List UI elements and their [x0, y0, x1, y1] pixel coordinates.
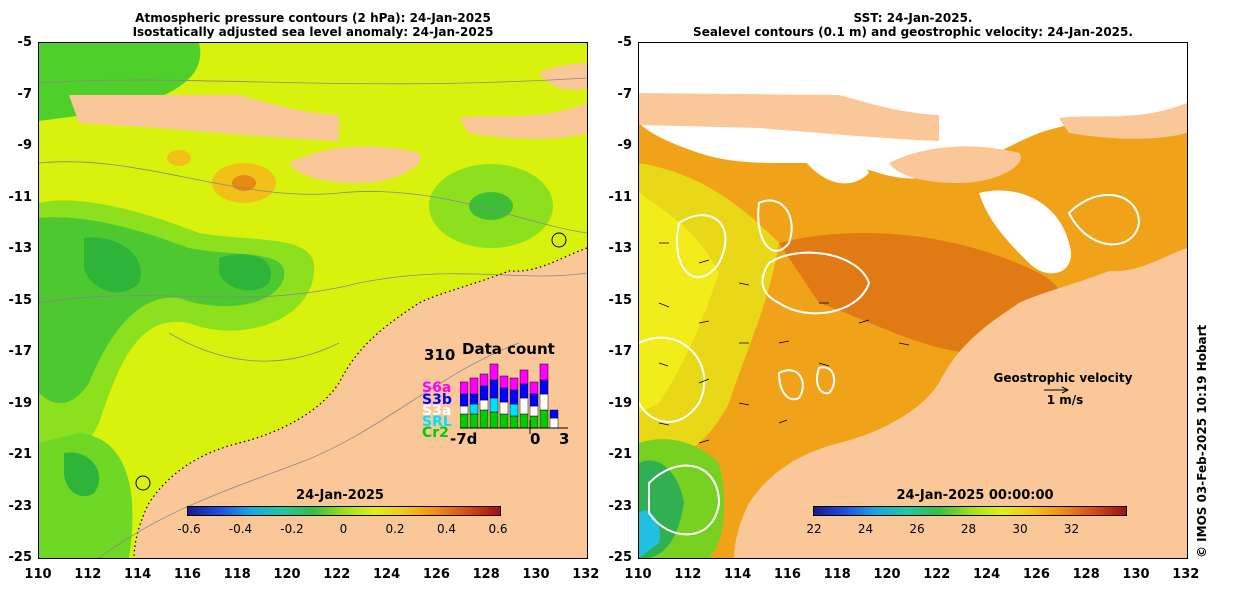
- right-xtick-2: 114: [724, 567, 752, 582]
- left-title-line1: Atmospheric pressure contours (2 hPa): 2…: [135, 11, 491, 25]
- right-xtick-9: 128: [1072, 567, 1100, 582]
- data-count-inset: 310 Data count S6a S3b S3a SRL Cr2 -7d 0…: [420, 340, 580, 450]
- left-title-line2: Isostatically adjusted sea level anomaly…: [132, 25, 494, 39]
- data-count-title: Data count: [462, 340, 555, 358]
- left-ytick-5: -15: [8, 292, 33, 308]
- right-colorbar: [813, 506, 1127, 516]
- left-ytick-2: -9: [17, 138, 32, 153]
- left-ytick-1: -7: [17, 86, 32, 102]
- left-ytick-8: -21: [8, 447, 33, 462]
- right-xtick-7: 124: [973, 567, 1001, 582]
- left-ytick-7: -19: [8, 395, 33, 411]
- left-xtick-0: 110: [24, 567, 52, 582]
- left-cbtick-6: 0.6: [488, 522, 508, 536]
- left-cbtick-1: -0.4: [228, 522, 253, 536]
- left-sla-map[interactable]: [38, 42, 588, 559]
- left-xtick-11: 132: [572, 567, 600, 582]
- left-xtick-6: 122: [323, 567, 351, 582]
- right-xtick-8: 126: [1022, 567, 1050, 582]
- right-xtick-6: 122: [923, 567, 951, 582]
- right-ytick-9: -23: [608, 498, 633, 514]
- data-count-xtick-start: -7d: [450, 430, 478, 448]
- right-xtick-0: 110: [624, 567, 652, 582]
- left-ytick-0: -5: [17, 35, 32, 50]
- left-xtick-4: 118: [223, 567, 251, 582]
- right-xtick-4: 118: [823, 567, 851, 582]
- left-cbtick-5: 0.4: [436, 522, 457, 536]
- right-ytick-0: -5: [617, 35, 632, 50]
- right-xtick-5: 120: [873, 567, 901, 582]
- left-xtick-9: 128: [472, 567, 500, 582]
- left-xtick-3: 116: [173, 567, 201, 582]
- left-xtick-2: 114: [124, 567, 152, 582]
- left-ytick-6: -17: [8, 344, 33, 359]
- data-count-xtick-zero: 0: [530, 430, 541, 448]
- right-title-line2: Sealevel contours (0.1 m) and geostrophi…: [693, 25, 1133, 39]
- left-xtick-5: 120: [273, 567, 301, 582]
- left-xtick-7: 124: [373, 567, 401, 582]
- right-title: SST: 24-Jan-2025. Sealevel contours (0.1…: [638, 11, 1188, 39]
- right-ytick-6: -17: [608, 344, 633, 359]
- geostrophic-scale: 1 m/s: [1046, 393, 1084, 407]
- left-xtick-10: 130: [522, 567, 550, 582]
- left-cbtick-2: -0.2: [280, 522, 304, 536]
- left-ytick-10: -25: [8, 550, 33, 565]
- left-title: Atmospheric pressure contours (2 hPa): 2…: [38, 11, 588, 39]
- right-ytick-3: -11: [608, 189, 633, 205]
- imos-credit: © IMOS 03-Feb-2025 10:19 Hobart: [1195, 324, 1209, 558]
- sat-cr2: Cr2: [422, 425, 449, 441]
- right-ytick-7: -19: [608, 395, 633, 411]
- right-ytick-10: -25: [608, 550, 633, 565]
- right-cbtick-0: 22: [806, 522, 822, 536]
- left-cbtick-3: 0: [339, 522, 348, 536]
- right-xtick-1: 112: [674, 567, 702, 582]
- data-count-max: 310: [424, 346, 456, 364]
- data-count-bars: [460, 363, 568, 434]
- right-ytick-4: -13: [608, 241, 633, 256]
- sat-srl: SRL: [422, 414, 452, 430]
- right-ytick-1: -7: [617, 86, 632, 102]
- left-xtick-8: 126: [422, 567, 450, 582]
- right-xtick-10: 130: [1122, 567, 1150, 582]
- right-cbtick-2: 26: [909, 522, 925, 536]
- right-sst-map[interactable]: [638, 42, 1188, 559]
- sat-s6a: S6a: [422, 380, 452, 396]
- sat-s3b: S3b: [422, 392, 452, 408]
- left-ytick-4: -13: [8, 241, 33, 256]
- right-xtick-11: 132: [1172, 567, 1200, 582]
- right-colorbar-label: 24-Jan-2025 00:00:00: [896, 488, 1054, 503]
- right-ytick-2: -9: [617, 138, 632, 153]
- left-ytick-9: -23: [8, 498, 33, 514]
- data-count-xtick-end: 3: [559, 430, 570, 448]
- right-cbtick-5: 32: [1063, 522, 1080, 536]
- right-ytick-8: -21: [608, 447, 633, 462]
- left-colorbar-label: 24-Jan-2025: [296, 488, 384, 503]
- right-xtick-3: 116: [773, 567, 801, 582]
- geostrophic-velocity-label: Geostrophic velocity: [993, 371, 1133, 385]
- right-cbtick-3: 28: [960, 522, 977, 536]
- right-cbtick-1: 24: [857, 522, 874, 536]
- left-xtick-1: 112: [74, 567, 102, 582]
- left-ytick-3: -11: [8, 189, 33, 205]
- right-title-line1: SST: 24-Jan-2025.: [853, 11, 973, 25]
- sat-s3a: S3a: [422, 403, 452, 419]
- left-cbtick-4: 0.2: [385, 522, 405, 536]
- right-cbtick-4: 30: [1012, 522, 1028, 536]
- right-ytick-5: -15: [608, 292, 633, 308]
- left-cbtick-0: -0.6: [177, 522, 201, 536]
- left-colorbar: [187, 506, 501, 516]
- geostrophic-arrow-icon: [1044, 386, 1070, 394]
